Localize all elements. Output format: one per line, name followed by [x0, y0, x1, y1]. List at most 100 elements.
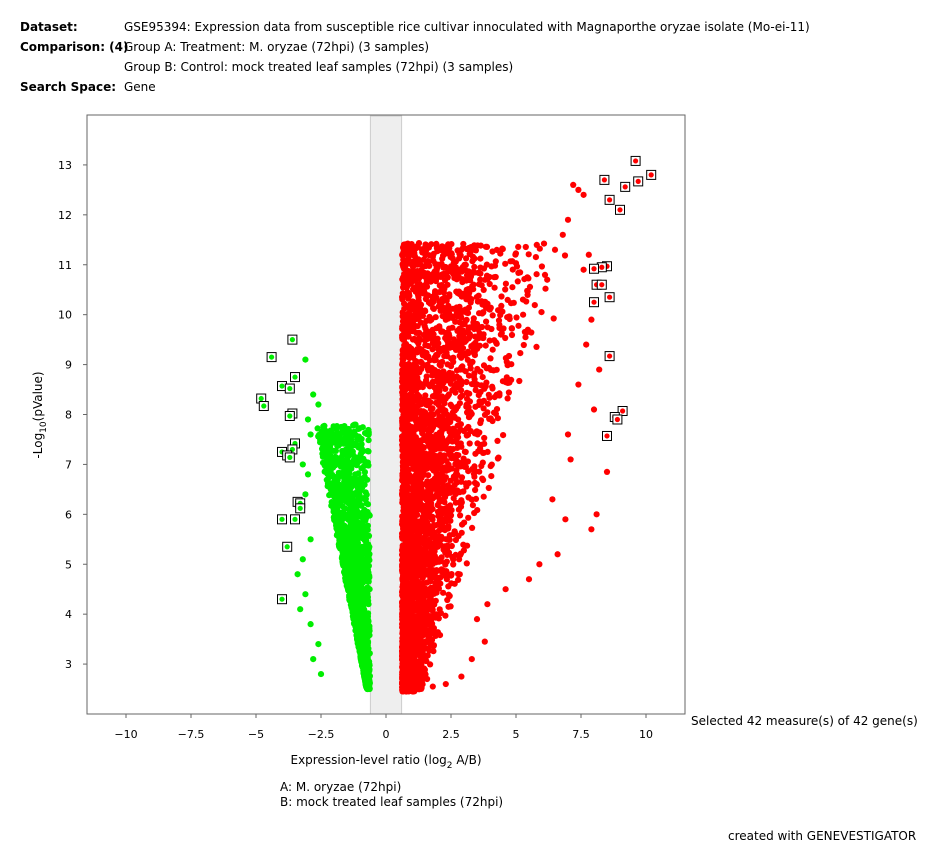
data-point [310, 655, 317, 663]
y-tick-label: 13 [58, 159, 72, 172]
x-tick-label: 10 [639, 728, 653, 741]
data-point [307, 621, 314, 628]
data-point [567, 456, 574, 463]
selected-gene-marker[interactable] [596, 279, 607, 290]
x-axis-ticks: −10 −7.5 −5 −2.5 0 2.5 5 7.5 10 [114, 714, 653, 741]
data-point [575, 186, 582, 193]
data-point [299, 556, 306, 563]
selected-gene-marker[interactable] [282, 541, 293, 552]
selected-gene-marker[interactable] [615, 204, 625, 215]
data-point [564, 216, 572, 223]
data-point [559, 231, 566, 238]
dataset-value: GSE95394: Expression data from susceptib… [124, 20, 810, 34]
selection-summary: Selected 42 measure(s) of 42 gene(s) [691, 714, 918, 728]
selected-gene-marker[interactable] [630, 155, 641, 166]
y-tick-label: 6 [65, 508, 72, 521]
y-tick-label: 9 [65, 359, 72, 372]
data-point [315, 401, 322, 408]
selected-gene-marker[interactable] [599, 174, 610, 185]
data-point [299, 461, 306, 468]
data-point [590, 406, 598, 413]
selected-gene-marker[interactable] [612, 414, 623, 425]
selected-gene-marker[interactable] [602, 430, 612, 441]
data-point [442, 680, 449, 688]
selected-gene-marker[interactable] [633, 176, 644, 187]
y-tick-label: 5 [65, 558, 72, 571]
comparison-key: Comparison: (4) [20, 40, 129, 54]
data-point [307, 536, 314, 543]
y-tick-label: 8 [65, 409, 72, 422]
x-tick-label: 5 [513, 728, 520, 741]
threshold-band [369, 115, 403, 715]
selected-gene-marker[interactable] [604, 351, 615, 362]
data-point [525, 576, 533, 583]
data-point [580, 266, 587, 273]
selected-gene-marker[interactable] [290, 514, 300, 525]
data-cloud [314, 240, 569, 695]
selected-gene-marker[interactable] [277, 514, 287, 525]
data-point [302, 356, 309, 363]
search-space-key: Search Space: [20, 80, 117, 94]
data-point [310, 391, 317, 398]
y-tick-label: 3 [65, 658, 72, 671]
data-point [304, 471, 312, 478]
legend-group-b: B: mock treated leaf samples (72hpi) [280, 795, 504, 809]
data-point [580, 191, 587, 198]
x-tick-label: −10 [114, 728, 137, 741]
data-point [468, 655, 475, 663]
x-axis-title: Expression-level ratio (log2 A/B) [291, 753, 482, 771]
scatter-points [294, 181, 611, 690]
selected-gene-marker[interactable] [646, 169, 657, 180]
selected-gene-marker[interactable] [258, 401, 269, 412]
data-point [564, 431, 572, 438]
data-point [575, 381, 582, 388]
selected-gene-marker[interactable] [589, 263, 599, 274]
selected-gene-marker[interactable] [284, 410, 295, 421]
x-tick-label: −7.5 [178, 728, 205, 741]
legend-group-a: A: M. oryzae (72hpi) [280, 780, 402, 794]
y-axis-ticks: 3 4 5 6 7 8 9 10 11 12 13 [58, 159, 87, 671]
selected-gene-marker[interactable] [604, 292, 615, 303]
data-point [536, 561, 543, 568]
selected-gene-marker[interactable] [617, 406, 628, 417]
selected-gene-marker[interactable] [604, 194, 615, 205]
selected-gene-marker[interactable] [266, 352, 277, 363]
data-point [302, 491, 309, 498]
group-a-value: Group A: Treatment: M. oryzae (72hpi) (3… [124, 40, 430, 54]
selected-gene-marker[interactable] [287, 334, 298, 345]
data-point [315, 641, 322, 648]
data-point [317, 670, 325, 678]
data-point [297, 606, 304, 613]
data-point [585, 251, 592, 258]
data-point [562, 516, 569, 523]
data-point [481, 638, 488, 645]
data-point [554, 551, 561, 558]
x-tick-label: 7.5 [572, 728, 590, 741]
data-point [302, 591, 309, 598]
data-point [583, 341, 590, 348]
selected-gene-marker[interactable] [284, 383, 295, 394]
selected-gene-marker[interactable] [620, 181, 631, 192]
y-tick-label: 11 [58, 259, 72, 272]
data-point [596, 366, 603, 373]
data-point [294, 571, 301, 578]
selected-gene-marker[interactable] [290, 372, 300, 383]
data-point [304, 416, 312, 423]
x-tick-label: −2.5 [308, 728, 335, 741]
data-point [603, 468, 611, 476]
data-point [473, 616, 481, 623]
data-point [484, 601, 491, 608]
selected-gene-marker[interactable] [295, 503, 306, 514]
x-tick-label: 0 [383, 728, 390, 741]
y-tick-label: 7 [65, 458, 72, 471]
data-point [549, 496, 556, 503]
data-point [570, 181, 577, 188]
selected-points[interactable] [256, 155, 657, 605]
selected-gene-marker[interactable] [589, 297, 599, 308]
data-point [307, 431, 314, 438]
selected-gene-marker[interactable] [277, 594, 287, 605]
data-point [551, 246, 559, 253]
selected-gene-marker[interactable] [284, 452, 295, 463]
x-tick-label: 2.5 [442, 728, 460, 741]
